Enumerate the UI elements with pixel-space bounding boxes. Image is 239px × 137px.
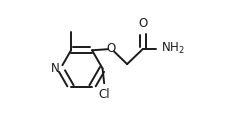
Text: Cl: Cl [99,88,110,101]
Text: O: O [138,17,147,30]
Text: N: N [51,62,60,75]
Text: NH$_2$: NH$_2$ [161,41,184,56]
Text: O: O [107,42,116,55]
